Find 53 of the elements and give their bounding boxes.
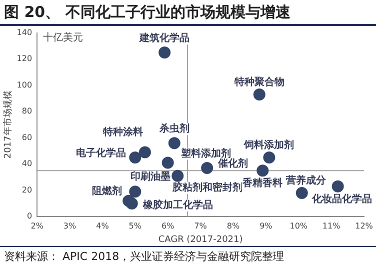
point [201,162,214,174]
annotation: 十亿美元 [43,31,84,44]
annotation: 橡胶加工化学品 [142,199,213,212]
annotation: 催化剂 [217,158,248,170]
x-tick-label: 3% [63,221,76,230]
annotation: 特种聚合物 [233,76,284,88]
annotation: 塑料添加剂 [180,147,231,160]
point [263,152,276,164]
annotation: 建筑化学品 [138,32,190,44]
y-axis-title: 2017年市场规模 [2,90,14,159]
annotation: 化妆品化学品 [310,193,372,205]
y-tick-label: 60 [22,132,32,142]
point [253,88,266,101]
point [172,170,184,182]
point [138,146,151,158]
x-tick-label: 2% [30,221,44,230]
point [126,197,138,210]
annotation: 香精香料 [242,177,283,190]
x-tick-label: 7% [194,221,208,230]
x-tick-label: 5% [128,221,142,230]
y-tick-label: 0 [26,212,32,221]
point [168,137,180,150]
y-tick-label: 80 [22,106,32,116]
x-tick-label: 8% [226,221,240,230]
y-tick-label: 20 [22,185,32,194]
annotation: 营养成分 [284,174,327,187]
y-tick-label: 100 [16,80,32,90]
x-tick-label: 6% [161,221,175,230]
y-tick-label: 120 [16,54,32,64]
chart-title: 图 20、 不同化工子行业的市场规模与增速 [0,0,376,26]
y-tick-label: 140 [16,28,32,37]
point [296,186,308,199]
annotation: 杀虫剂 [158,122,190,135]
annotation: 特种涂料 [102,126,143,138]
point [129,186,142,198]
annotation: 饲料添加剂 [243,139,294,152]
point [162,156,174,169]
x-tick-label: 9% [260,221,273,230]
point [332,180,344,192]
annotation: 阻燃剂 [92,185,122,198]
x-tick-label: 12% [355,221,374,230]
x-tick-label: 4% [96,221,110,230]
text: 资料来源： APIC 2018，兴业证券经济与金融研究院整理 [0,246,376,267]
point [129,152,142,164]
y-tick-label: 40 [22,159,32,168]
annotation: 电子化学品 [76,147,126,160]
point [256,164,269,177]
x-tick-label: 10% [290,221,308,230]
x-axis-title: CAGR (2017-2021) [158,234,243,245]
x-tick-label: 11% [322,221,341,230]
annotation: 胶粘剂和密封剂 [172,181,243,194]
annotation: 印刷油墨 [130,170,171,182]
point [158,46,171,58]
